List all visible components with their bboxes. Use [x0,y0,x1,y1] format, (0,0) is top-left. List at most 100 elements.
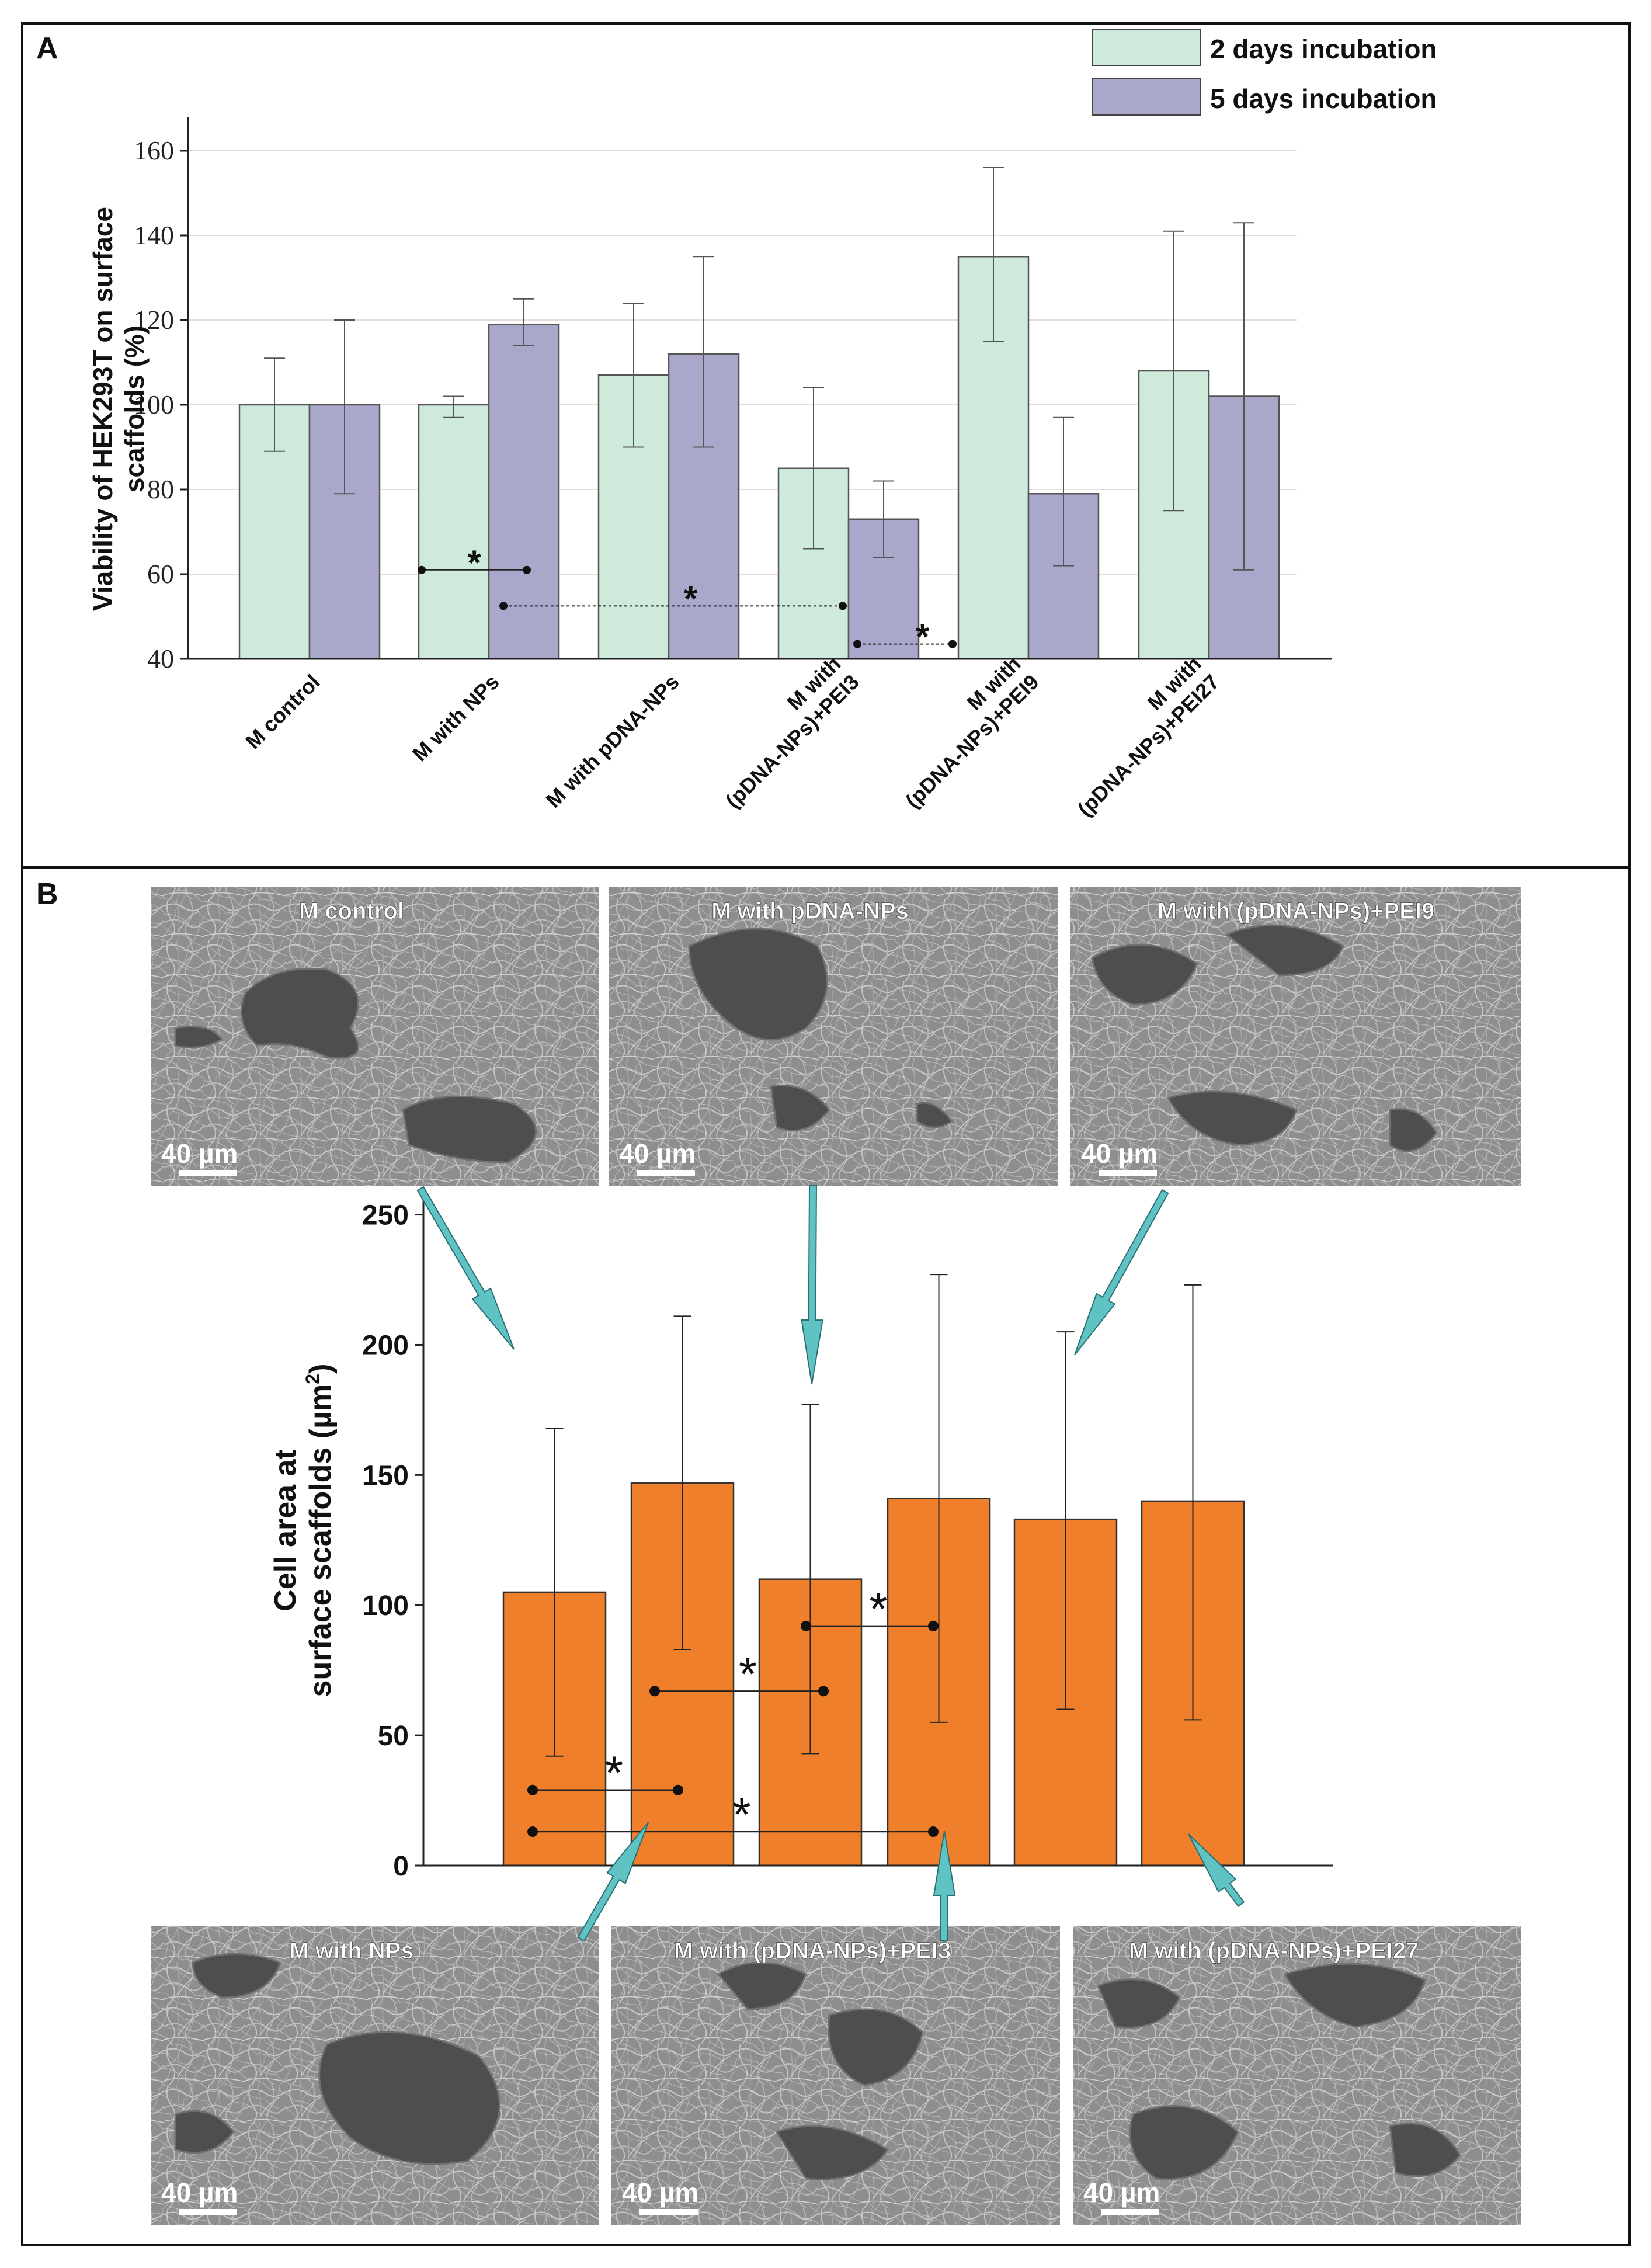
sem-cell-3-1 [318,2031,501,2165]
sem-image-m-with-nps: M with NPs 40 µm [151,1926,599,2225]
sem-cell-5-3 [1389,2123,1461,2177]
sem-cell-0-0 [240,967,359,1059]
panel-a-error-bars [264,167,1254,571]
sem-cell-3-2 [174,2110,235,2154]
scale-bar-5 [1101,2209,1159,2215]
panel-b-arrows [416,1185,1245,1942]
y-tick-label-b-50: 50 [378,1721,409,1752]
sem-image-m-with-pdna-nps-pei27: M with (pDNA-NPs)+PEI27 40 µm [1073,1926,1521,2225]
scale-bar-3 [179,2209,237,2215]
panel-b-significance: * * * * [527,1583,939,1840]
arrow-5 [1188,1833,1245,1908]
legend-swatch-5-days [1092,78,1201,116]
significance-star-b-2: * [739,1648,757,1700]
sem-cell-4-0 [717,1961,807,2010]
legend-label-2-days: 2 days incubation [1210,34,1437,64]
arrow-0 [416,1186,515,1350]
significance-dot-b-2-left [649,1686,660,1697]
scale-bar-1 [637,1170,695,1176]
sem-image-m-with-pdna-nps: M with pDNA-NPs 40 µm [609,887,1058,1186]
x-tick-label-a-m-with-pdna-nps-pei3: M with(pDNA-NPs)+PEI3 [721,652,864,813]
x-tick-label-a-m-with-nps: M with NPs [408,670,504,766]
sem-image-title-2: M with (pDNA-NPs)+PEI9 [1158,898,1434,924]
y-tick-label-a-120: 120 [134,305,174,335]
significance-dot-b-0-left [527,1784,538,1795]
sem-image-fibers-1 [609,887,1058,1186]
sem-image-m-control: M control 40 µm [151,887,599,1186]
sem-cell-5-1 [1283,1963,1426,2028]
sem-cell-2-3 [1389,1107,1438,1152]
y-tick-label-a-140: 140 [134,220,174,250]
significance-dot-a-1-right [839,602,847,610]
arrow-2 [1074,1189,1169,1356]
y-tick-label-b-250: 250 [362,1200,409,1231]
panel-b-label: B [36,877,58,911]
scale-bar-label-1: 40 µm [619,1138,696,1169]
arrow-4 [933,1831,956,1941]
scale-bar-label-5: 40 µm [1083,2177,1160,2208]
significance-dot-a-0-left [418,565,426,574]
y-tick-label-b-150: 150 [362,1460,409,1491]
y-tick-label-a-40: 40 [147,644,174,673]
scale-bar-label-2: 40 µm [1081,1138,1158,1169]
panel-b-error-bars [545,1274,1202,1757]
y-tick-label-a-100: 100 [134,390,174,419]
sem-cell-1-1 [770,1084,830,1132]
panel-a-y-label-line2: scaffolds (%) [119,325,150,492]
sem-cell-2-0 [1091,943,1198,1006]
panel-b-y-label-main: surface scaffolds (µm [304,1384,338,1697]
significance-dot-a-0-right [523,565,531,574]
panel-a-significance: * * * [418,543,957,657]
y-tick-label-b-200: 200 [362,1330,409,1361]
x-tick-label-a-m-control: M control [241,670,325,754]
significance-dot-a-2-right [948,640,957,648]
significance-dot-a-1-left [499,602,508,610]
significance-star-b-3: * [869,1583,887,1635]
figure-frame [21,22,1631,2246]
scale-bar-label-4: 40 µm [622,2177,698,2208]
significance-dot-a-2-left [853,640,861,648]
x-tick-label-a-line-2-0: M with pDNA-NPs [541,670,684,812]
significance-star-a-2: * [916,617,930,657]
panel-a-bars [238,256,1280,660]
panel-b-y-label-close: ) [304,1364,338,1374]
significance-star-a-1: * [684,579,698,618]
sem-image-m-with-pdna-nps-pei3: M with (pDNA-NPs)+PEI3 40 µm [611,1926,1060,2225]
significance-dot-b-2-right [818,1686,829,1697]
x-tick-label-a-m-with-pdna-nps-pei27: M with(pDNA-NPs)+PEI27 [1073,652,1224,821]
scale-bar-0 [179,1170,237,1176]
legend-label-5-days: 5 days incubation [1210,84,1437,114]
y-tick-label-a-160: 160 [134,136,174,165]
sem-image-title-1: M with pDNA-NPs [711,898,909,924]
panel-a-y-ticks: 40 60 80 100 120 140 160 [134,136,188,673]
panel-b-bars [502,1482,1245,1867]
panel-b-y-ticks: 0 50 100 150 200 250 [362,1200,423,1882]
y-tick-label-b-0: 0 [393,1851,409,1882]
sem-cell-4-1 [828,2008,924,2086]
sem-image-title-0: M control [299,898,404,924]
sem-cell-1-2 [916,1102,954,1128]
sem-image-title-4: M with (pDNA-NPs)+PEI3 [674,1938,951,1964]
sem-cell-2-1 [1225,924,1344,977]
significance-star-a-0: * [467,543,481,582]
significance-dot-b-1-right [928,1826,939,1838]
significance-dot-b-3-right [928,1620,939,1631]
sem-cell-5-0 [1097,1978,1181,2029]
significance-dot-b-3-left [801,1620,811,1631]
bar-2d-m-with-nps [418,404,490,660]
scale-bar-2 [1099,1170,1157,1176]
significance-dot-b-1-left [527,1826,538,1838]
panel-a-label: A [36,32,58,65]
arrow-3 [577,1822,649,1942]
legend-swatch-2-days [1092,29,1201,66]
sem-image-m-with-pdna-nps-pei9: M with (pDNA-NPs)+PEI9 40 µm [1070,887,1521,1186]
panel-a-legend: 2 days incubation 5 days incubation [1092,29,1437,116]
scale-bar-4 [639,2209,698,2215]
arrow-1 [801,1185,823,1385]
panel-a-y-label-line1: Viability of HEK293T on surface [88,207,118,611]
x-tick-label-a-line-0-0: M control [241,670,325,754]
sem-image-title-3: M with NPs [289,1938,413,1964]
panel-b-y-label-line2: surface scaffolds (µm2) [302,1364,338,1697]
